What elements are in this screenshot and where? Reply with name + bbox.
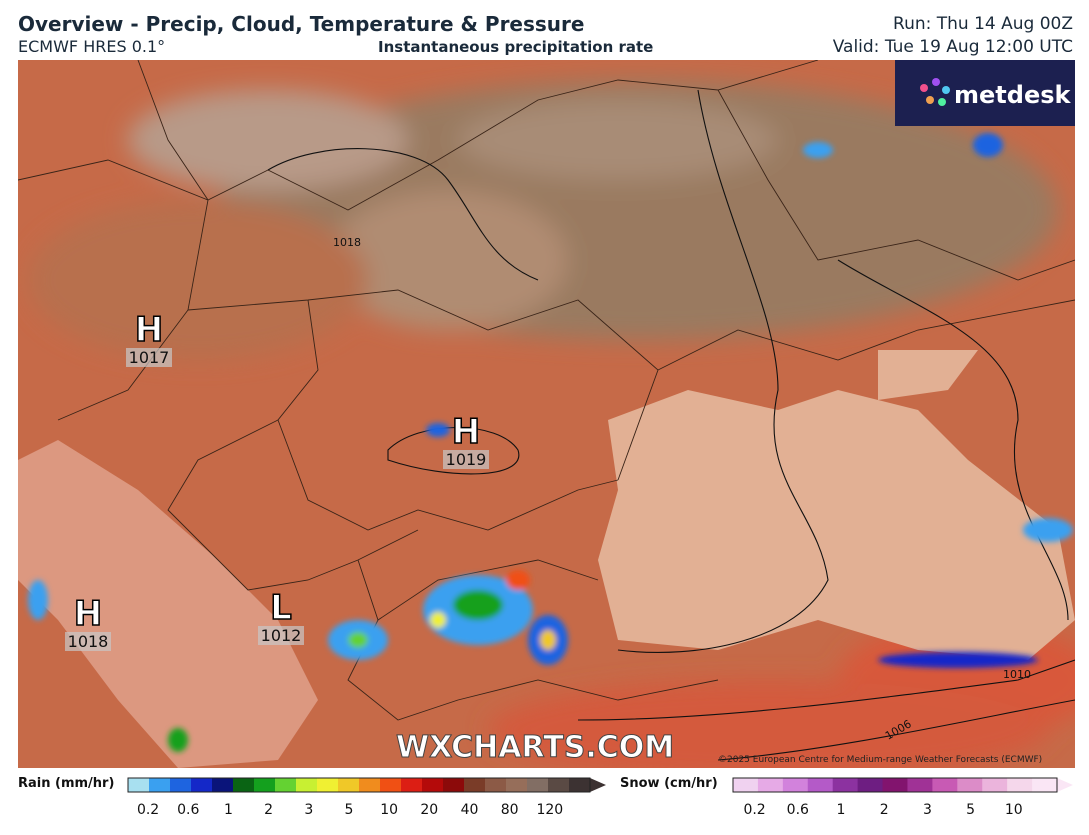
legend-label: 0.6 (787, 802, 809, 818)
legend-swatch (191, 778, 213, 792)
legend-swatch (733, 778, 759, 792)
legend-swatch (401, 778, 423, 792)
black-sea (598, 390, 1075, 660)
cloud-cover (28, 80, 1075, 768)
legend-swatch (957, 778, 983, 792)
centre-letter: H (134, 310, 164, 350)
legend-swatch (932, 778, 958, 792)
legend-swatch (569, 778, 591, 792)
subtitle: Instantaneous precipitation rate (378, 38, 654, 56)
pressure-centre: H 1017 (114, 310, 184, 367)
legends: Rain (mm/hr) Snow (cm/hr) 0.2 0.6 1 2 3 5 10 20… (18, 776, 1073, 818)
legend-swatch (485, 778, 507, 792)
legend-label: 2 (264, 802, 273, 818)
legend-swatch (443, 778, 465, 792)
snow-legend-title: Snow (cm/hr) (620, 776, 718, 791)
legend-swatch (296, 778, 318, 792)
legend-arrow (590, 778, 606, 792)
centre-value: 1018 (64, 632, 112, 651)
logo-box (895, 60, 1075, 126)
legend-label: 3 (923, 802, 932, 818)
legend-swatch (807, 778, 834, 792)
legend-swatch (1007, 778, 1033, 792)
precipitation (28, 133, 1073, 752)
valid: Valid: Tue 19 Aug 12:00 UTC (832, 37, 1073, 57)
isobar-label: 1010 (1003, 668, 1031, 681)
legend-swatch (464, 778, 486, 792)
pressure-centre: H 1018 (53, 594, 123, 651)
title: Overview - Precip, Cloud, Temperature & … (18, 12, 585, 36)
legend-swatch (254, 778, 276, 792)
centre-value: 1019 (442, 450, 490, 469)
legend-swatch (149, 778, 171, 792)
legend-swatch (1032, 778, 1058, 792)
legend-swatch (338, 778, 360, 792)
legend-swatch (982, 778, 1008, 792)
legend-label: 0.2 (137, 802, 159, 818)
legend-swatch (275, 778, 297, 792)
logo: metdesk (954, 81, 1072, 109)
watermark: WXCHARTS.COM (396, 730, 674, 765)
legend-swatch (832, 778, 859, 792)
legend-arrow (1057, 778, 1073, 792)
legend-swatch (212, 778, 234, 792)
legend-label: 0.6 (177, 802, 199, 818)
run: Run: Thu 14 Aug 00Z (893, 14, 1073, 34)
legend-label: 10 (380, 802, 398, 818)
map: metdesk 1018 1010 1006 WXCHARTS.COM ©202… (18, 60, 1075, 768)
legend-swatch (233, 778, 255, 792)
legend-label: 10 (1005, 802, 1023, 818)
legend-swatch (128, 778, 150, 792)
legend-swatch (857, 778, 884, 792)
legend-swatch (882, 778, 908, 792)
logo-icon (920, 78, 950, 106)
legend-label: 120 (536, 802, 563, 818)
legend-label: 80 (501, 802, 519, 818)
copyright: ©2025 European Centre for Medium-range W… (718, 755, 1042, 765)
legend-swatch (527, 778, 549, 792)
legend-swatch (548, 778, 570, 792)
legend-label: 40 (461, 802, 479, 818)
centre-letter: H (451, 412, 481, 452)
legend-frame (127, 777, 591, 793)
centre-letter: H (73, 594, 103, 634)
centre-value: 1017 (125, 348, 173, 367)
legend-label: 1 (224, 802, 233, 818)
legend-swatch (317, 778, 339, 792)
legend-label: 1 (837, 802, 846, 818)
legend-swatch (907, 778, 933, 792)
adriatic-sea (18, 440, 318, 768)
legend-swatch (170, 778, 192, 792)
pressure-centre: L 1012 (246, 588, 316, 645)
borders (18, 60, 1075, 721)
azov-sea (878, 350, 978, 400)
centre-letter: L (269, 588, 292, 628)
legend-label: 20 (420, 802, 438, 818)
legend-frame (732, 777, 1058, 793)
isobar-label: 1018 (333, 236, 361, 249)
legend-label: 2 (880, 802, 889, 818)
centre-value: 1012 (257, 626, 305, 645)
legend-label: 3 (304, 802, 313, 818)
legend-swatch (359, 778, 381, 792)
legend-swatch (782, 778, 809, 792)
legend-swatch (380, 778, 402, 792)
rain-legend-title: Rain (mm/hr) (18, 776, 114, 791)
model: ECMWF HRES 0.1° (18, 37, 166, 56)
legend-swatch (422, 778, 444, 792)
legend-label: 5 (344, 802, 353, 818)
legend-swatch (506, 778, 528, 792)
legend-label: 5 (966, 802, 975, 818)
pressure-centre: H 1019 (431, 412, 501, 469)
legend-label: 0.2 (743, 802, 765, 818)
legend-swatch (757, 778, 784, 792)
